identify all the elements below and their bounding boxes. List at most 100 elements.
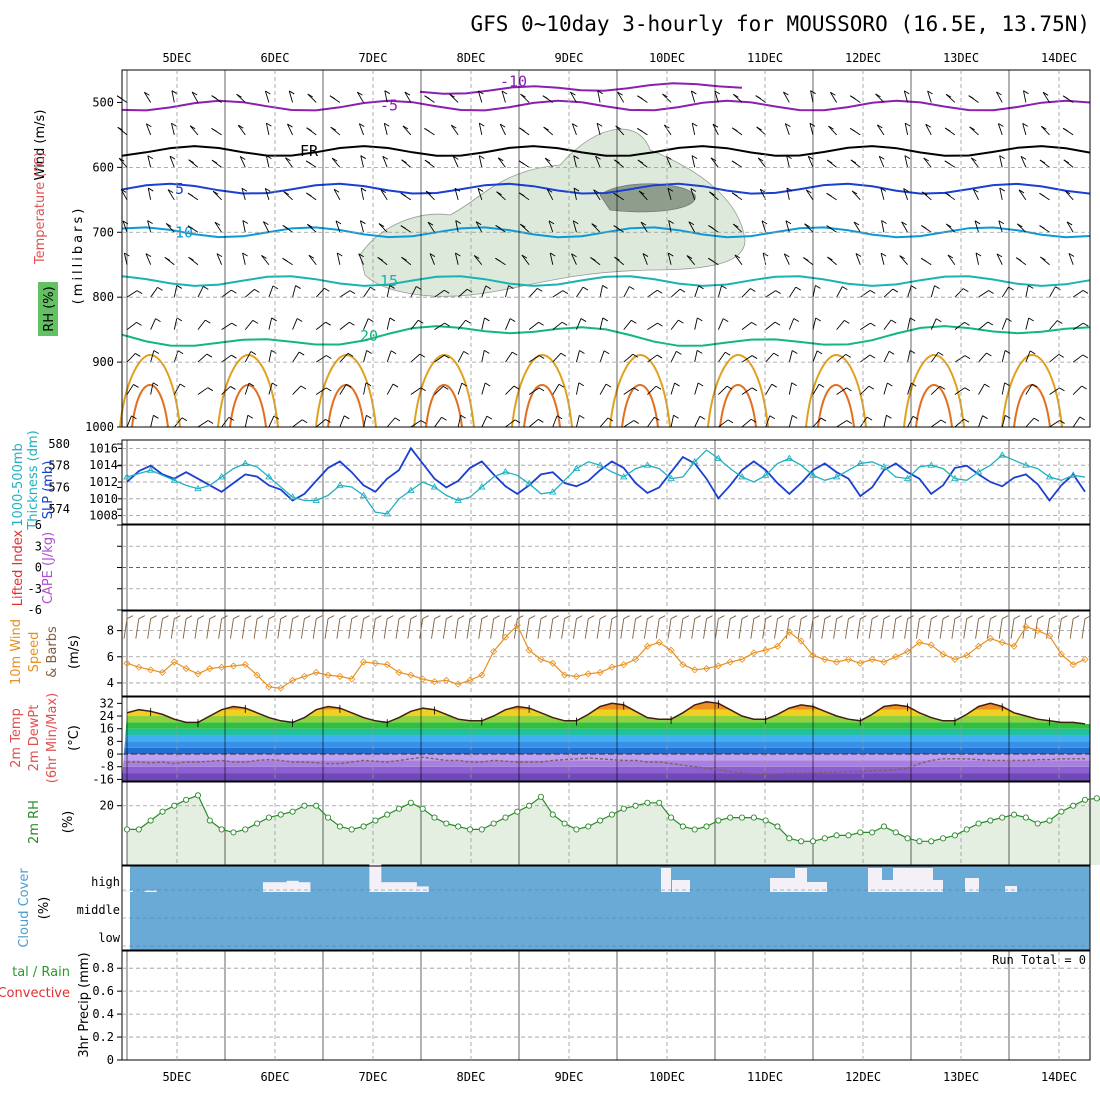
wind-barb xyxy=(528,355,540,363)
temp-band xyxy=(122,703,1090,710)
wind-barb-flag xyxy=(514,419,521,424)
wind-barb-flag xyxy=(360,155,366,160)
wind-barb-flag xyxy=(497,157,504,162)
wind-barb-flag xyxy=(271,349,277,354)
wind-barb xyxy=(667,188,672,200)
wind-barb-flag xyxy=(1020,155,1027,160)
wind10m-barb xyxy=(880,618,885,639)
precip-frame xyxy=(121,950,1091,1061)
wind10m-barb-flag xyxy=(434,615,441,620)
wind-barb-flag xyxy=(964,355,971,359)
wind-barb xyxy=(165,223,175,233)
wind-speed-point xyxy=(277,684,285,692)
wind10m-barb-flag xyxy=(871,615,879,620)
wind-barb-flag xyxy=(578,382,585,387)
wind-barb-flag xyxy=(999,187,1005,192)
wind10m-barb-flag xyxy=(1037,615,1044,620)
wind-barb-flag xyxy=(263,221,269,226)
wind-barb-flag xyxy=(714,90,721,95)
rh2m-point xyxy=(242,826,249,833)
wind-barb-flag xyxy=(773,352,779,357)
rh-y-tick-label: 20 xyxy=(100,799,114,813)
wind-barb xyxy=(1025,350,1031,363)
wind-barb-flag xyxy=(485,285,491,290)
isotherm-label-20: 20 xyxy=(360,327,378,345)
wind-barb xyxy=(552,290,564,298)
wind-barb xyxy=(690,90,696,103)
wind-barb xyxy=(384,90,388,103)
rh2m-point xyxy=(254,820,261,827)
wind-barb xyxy=(717,351,726,363)
wind-speed-point xyxy=(797,637,805,645)
wind-barb xyxy=(741,418,752,428)
wind-speed-point xyxy=(359,658,368,666)
wind10m-barb xyxy=(584,618,589,639)
wind-barb xyxy=(807,156,814,168)
wind-barb-flag xyxy=(655,385,662,390)
wind10m-barb-flag xyxy=(185,615,193,620)
wind-barb xyxy=(410,286,417,298)
slp-point xyxy=(951,474,959,482)
wind-barb xyxy=(883,382,888,395)
wind-barb-flag xyxy=(853,221,860,226)
wind-barb-flag xyxy=(984,383,990,388)
wind-barb-flag xyxy=(537,288,543,292)
wind10m-barb xyxy=(407,618,412,639)
wind-barb xyxy=(668,220,672,233)
wind-barb-flag xyxy=(460,414,466,419)
wind-barb-flag xyxy=(518,160,525,165)
wind-barb xyxy=(521,254,530,265)
wind-barb xyxy=(339,290,351,298)
wind-barb xyxy=(1049,354,1060,363)
wind-barb-flag xyxy=(444,289,450,294)
wind-barb-flag xyxy=(324,287,330,292)
slp-point xyxy=(407,486,415,493)
wind-barb-flag xyxy=(963,288,969,292)
wind-barb-flag xyxy=(816,350,823,355)
wind-barb-flag xyxy=(667,187,674,192)
wind-barb xyxy=(860,354,871,363)
slp-point xyxy=(383,510,391,517)
panel-wind10m: 4 6 8 xyxy=(107,610,1092,697)
wind-barb-flag xyxy=(724,351,731,356)
wind10m-barb xyxy=(1069,618,1074,639)
day-label-top: 5DEC xyxy=(163,51,192,65)
cloud-bar xyxy=(807,882,827,892)
wind-speed-point xyxy=(915,638,923,646)
wind-barb xyxy=(505,351,513,363)
wind-barb xyxy=(923,157,932,168)
wind-barb xyxy=(505,385,515,395)
wind-barb-flag xyxy=(1082,354,1089,359)
wind-barb xyxy=(481,382,486,395)
rh2m-point xyxy=(372,817,379,824)
wind-barb xyxy=(315,419,326,428)
isotherm-label-10: 10 xyxy=(175,223,193,241)
thickness-label-2: Thickness (dm) xyxy=(26,430,41,530)
wind-speed-point xyxy=(371,659,379,667)
wind-barb-flag xyxy=(855,253,862,257)
wind10m-barb xyxy=(608,618,613,639)
wind10m-barb-flag xyxy=(138,615,146,620)
wind-barb xyxy=(331,157,341,168)
wind-barb-flag xyxy=(570,91,576,96)
wind-speed-point xyxy=(1034,627,1042,635)
wind10m-barb xyxy=(998,618,1003,639)
wind-barb xyxy=(528,387,540,395)
day-label-top: 10DEC xyxy=(649,51,685,65)
thickness-y-tick-label: 574 xyxy=(48,502,70,516)
wind-barb xyxy=(552,384,560,395)
wind-barb xyxy=(573,155,577,168)
wind-barb-flag xyxy=(247,414,254,419)
slp-point xyxy=(1069,471,1077,478)
wind-barb xyxy=(528,288,538,298)
wind10m-units: (m/s) xyxy=(67,635,82,669)
wind-speed-point xyxy=(490,647,498,656)
wind10m-barb-flag xyxy=(351,615,358,620)
wind-barb xyxy=(860,322,871,331)
series-slp xyxy=(126,449,1086,515)
wind-barb xyxy=(812,350,818,363)
wind10m-barb xyxy=(549,618,554,639)
wind-barb-flag xyxy=(416,286,422,290)
wind-barb-flag xyxy=(479,122,485,127)
